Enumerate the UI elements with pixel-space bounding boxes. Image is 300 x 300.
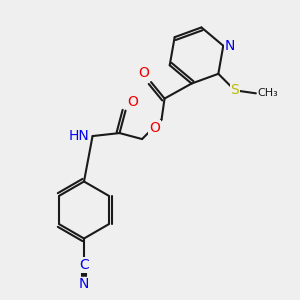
Text: N: N (225, 39, 235, 53)
Text: C: C (79, 258, 89, 272)
Text: N: N (79, 278, 89, 292)
Text: CH₃: CH₃ (257, 88, 278, 98)
Text: O: O (149, 121, 160, 135)
Text: S: S (230, 83, 239, 97)
Text: HN: HN (68, 129, 89, 143)
Text: O: O (127, 95, 138, 109)
Text: O: O (138, 66, 149, 80)
